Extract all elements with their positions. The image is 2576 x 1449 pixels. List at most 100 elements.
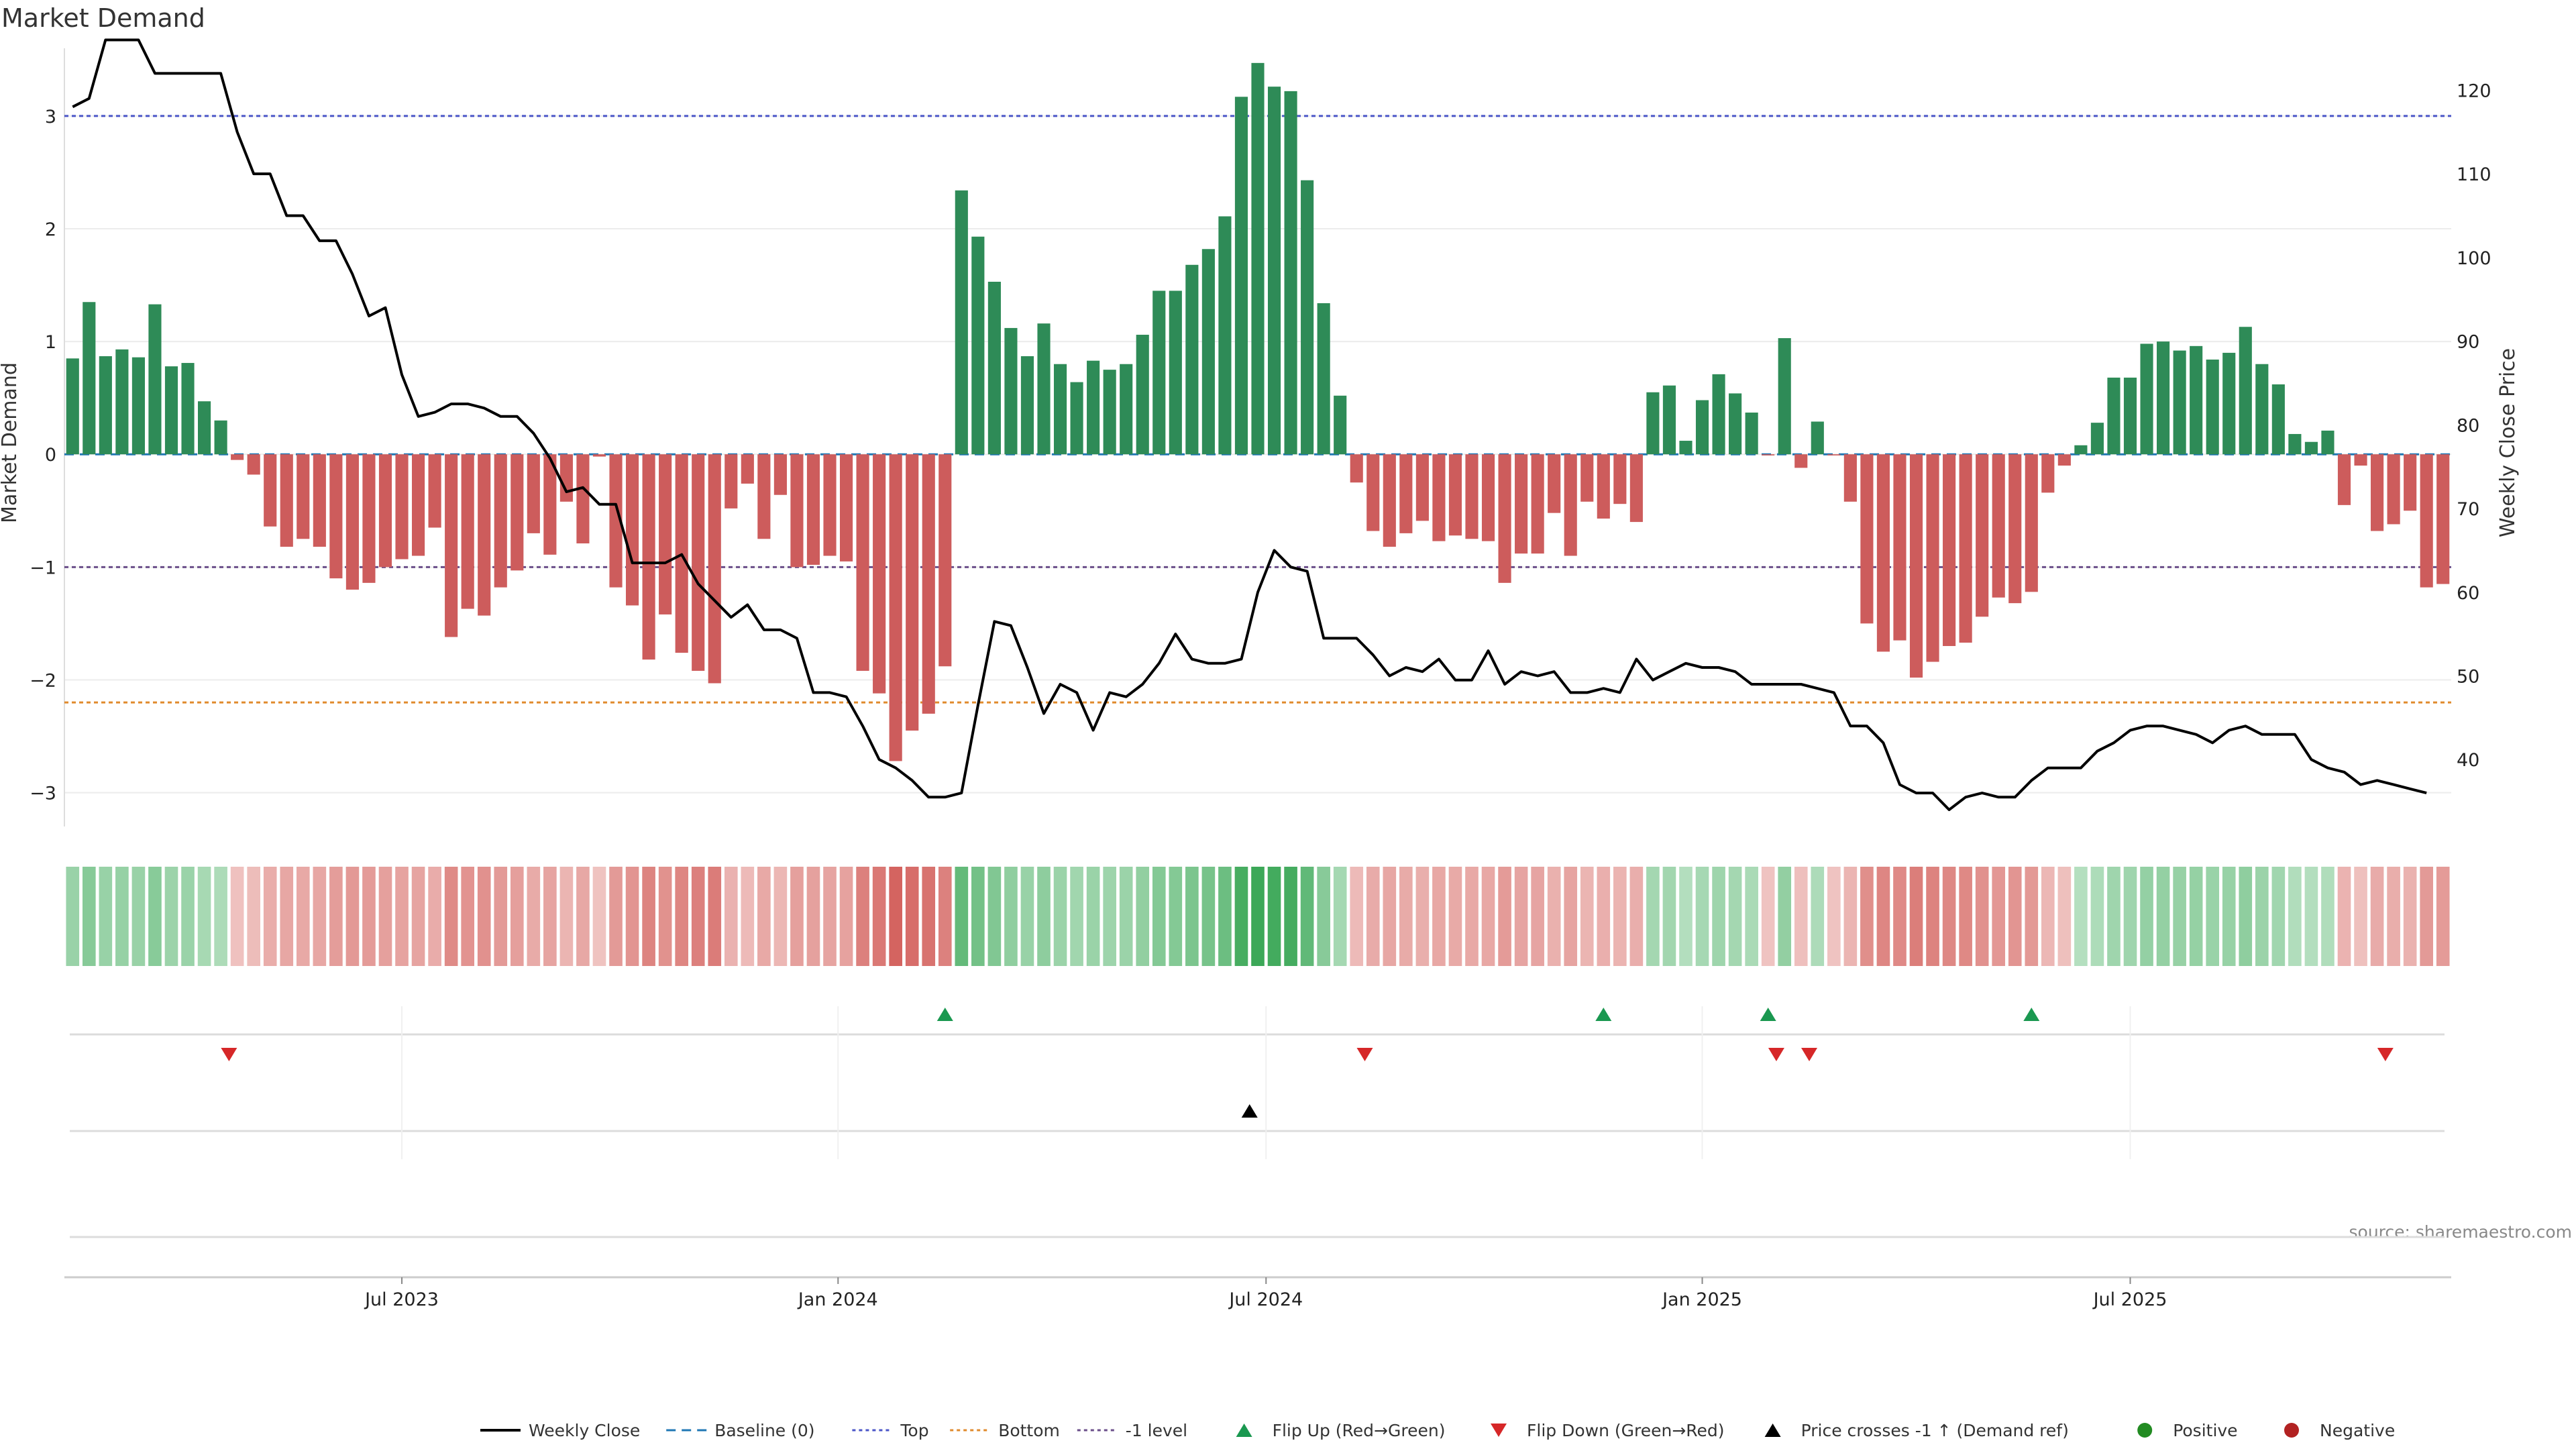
demand-bar xyxy=(938,454,952,667)
demand-bar xyxy=(2304,441,2318,455)
heat-cell xyxy=(345,867,360,966)
demand-bar xyxy=(1004,327,1018,455)
demand-bar xyxy=(839,454,853,561)
heat-cell xyxy=(1383,867,1397,966)
demand-bar xyxy=(527,454,540,533)
heat-cell xyxy=(1415,867,1430,966)
flip-down-marker xyxy=(1768,1048,1784,1061)
demand-bar xyxy=(1943,454,1956,647)
heat-cell xyxy=(806,867,820,966)
heat-cell xyxy=(576,867,590,966)
legend-item: Bottom xyxy=(950,1421,1060,1440)
demand-bar xyxy=(873,454,886,694)
heat-cell xyxy=(411,867,425,966)
heat-cell xyxy=(99,867,113,966)
demand-bar xyxy=(1399,454,1413,533)
legend-item: -1 level xyxy=(1077,1421,1187,1440)
heat-cell xyxy=(1876,867,1890,966)
heat-cell xyxy=(66,867,80,966)
demand-bar xyxy=(1317,303,1330,455)
y-tick-label: −1 xyxy=(30,557,56,578)
y-tick-label: 2 xyxy=(45,219,56,240)
heat-cell xyxy=(1514,867,1528,966)
heat-cell xyxy=(527,867,541,966)
heat-cell xyxy=(1547,867,1561,966)
demand-bar xyxy=(1662,385,1676,455)
demand-bar xyxy=(724,454,738,508)
demand-bar xyxy=(889,454,902,761)
heat-cell xyxy=(1860,867,1874,966)
heat-cell xyxy=(2140,867,2153,966)
heat-cell xyxy=(856,867,869,966)
flip-down-marker xyxy=(1801,1048,1818,1061)
demand-bar xyxy=(280,454,293,547)
legend-label: Flip Up (Red→Green) xyxy=(1273,1421,1446,1440)
heat-cell xyxy=(1728,867,1742,966)
heat-cell xyxy=(1778,867,1792,966)
heat-cell xyxy=(2025,867,2039,966)
heat-cell xyxy=(938,867,952,966)
heat-cell xyxy=(2123,867,2137,966)
demand-bar xyxy=(1481,454,1495,541)
heat-cell xyxy=(1564,867,1578,966)
heat-cell xyxy=(1333,867,1347,966)
demand-bar xyxy=(1778,338,1791,455)
demand-bar xyxy=(2173,350,2186,455)
heat-cell xyxy=(1185,867,1199,966)
demand-bar xyxy=(2025,454,2038,592)
demand-bar xyxy=(1629,454,1643,523)
demand-bar xyxy=(1465,454,1479,539)
y2-tick-label: 110 xyxy=(2457,164,2491,185)
heat-cell xyxy=(625,867,639,966)
demand-bar xyxy=(428,454,441,528)
demand-bar xyxy=(1745,413,1758,455)
heat-cell xyxy=(1218,867,1232,966)
heat-cell xyxy=(1761,867,1775,966)
heat-cell xyxy=(510,867,524,966)
heat-cell xyxy=(2156,867,2170,966)
heat-cell xyxy=(592,867,606,966)
heat-cell xyxy=(230,867,244,966)
y-tick-label: 3 xyxy=(45,107,56,127)
heat-cell xyxy=(1827,867,1841,966)
heat-cell xyxy=(1909,867,1923,966)
heat-cell xyxy=(214,867,227,966)
y-tick-label: 0 xyxy=(45,445,56,466)
heat-cell xyxy=(115,867,129,966)
heat-cell xyxy=(905,867,919,966)
demand-bar xyxy=(329,454,343,579)
heat-cell xyxy=(2189,867,2203,966)
demand-bar xyxy=(461,454,474,609)
heat-cell xyxy=(2239,867,2253,966)
heat-cell xyxy=(1942,867,1956,966)
demand-bar xyxy=(1679,441,1693,455)
demand-bar xyxy=(511,454,524,571)
demand-bar xyxy=(395,454,409,559)
legend-item: Top xyxy=(852,1421,929,1440)
demand-bar xyxy=(1976,454,1989,617)
demand-bar xyxy=(741,454,754,484)
demand-bar xyxy=(1695,400,1709,455)
demand-bar xyxy=(642,454,655,660)
demand-bar xyxy=(411,454,425,556)
demand-bar xyxy=(1794,454,1808,468)
flip-up-marker xyxy=(2023,1008,2040,1021)
heat-cell xyxy=(1201,867,1216,966)
demand-bar xyxy=(1548,454,1561,513)
demand-bar xyxy=(247,454,260,475)
demand-bar xyxy=(1498,454,1511,583)
y2-tick-label: 80 xyxy=(2457,415,2479,436)
demand-bar xyxy=(2239,327,2252,455)
demand-bar xyxy=(823,454,837,556)
heat-cell xyxy=(1679,867,1693,966)
legend-swatch xyxy=(2284,1423,2299,1438)
demand-bar xyxy=(2008,454,2022,604)
demand-bar xyxy=(1992,454,2005,598)
heat-cell xyxy=(1811,867,1825,966)
demand-bar xyxy=(1415,454,1429,521)
heat-cell xyxy=(1695,867,1709,966)
demand-bar xyxy=(313,454,326,547)
heat-cell xyxy=(1975,867,1989,966)
demand-bar xyxy=(1432,454,1446,541)
